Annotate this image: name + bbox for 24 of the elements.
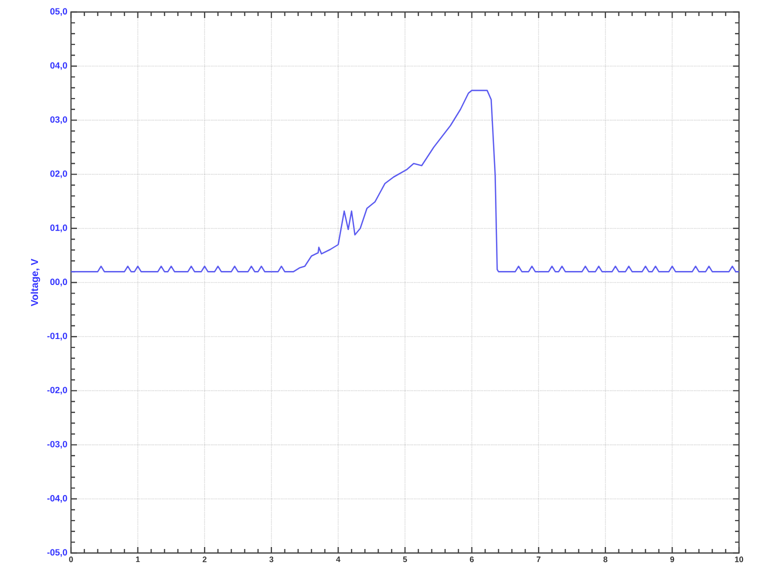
x-tick-label: 5 (403, 556, 407, 562)
x-tick-label: 2 (202, 556, 207, 562)
y-tick-label: 00,0 (50, 278, 68, 286)
y-axis-title: Voltage, V (30, 258, 40, 306)
x-tick-label: 0 (69, 556, 73, 562)
x-tick-label: 9 (670, 556, 674, 562)
x-tick-label: 7 (536, 556, 540, 562)
y-tick-label: 01,0 (50, 224, 68, 232)
y-tick-label: -02,0 (47, 386, 68, 395)
y-tick-label: -04,0 (47, 495, 68, 503)
y-tick-label: -03,0 (47, 440, 68, 449)
y-tick-label: -05,0 (47, 549, 68, 557)
y-tick-label: 05,0 (50, 8, 68, 16)
x-tick-label: 1 (136, 556, 140, 562)
y-tick-label: -01,0 (47, 332, 68, 340)
x-tick-label: 4 (336, 556, 340, 562)
x-tick-label: 6 (470, 556, 474, 562)
y-tick-label: 02,0 (50, 170, 68, 178)
x-tick-label: 8 (603, 556, 608, 562)
x-tick-label: 3 (269, 556, 274, 562)
x-tick-label: 10 (735, 556, 744, 562)
line-series (71, 90, 740, 272)
y-tick-label: 04,0 (50, 62, 68, 70)
y-tick-label: 03,0 (50, 116, 68, 124)
